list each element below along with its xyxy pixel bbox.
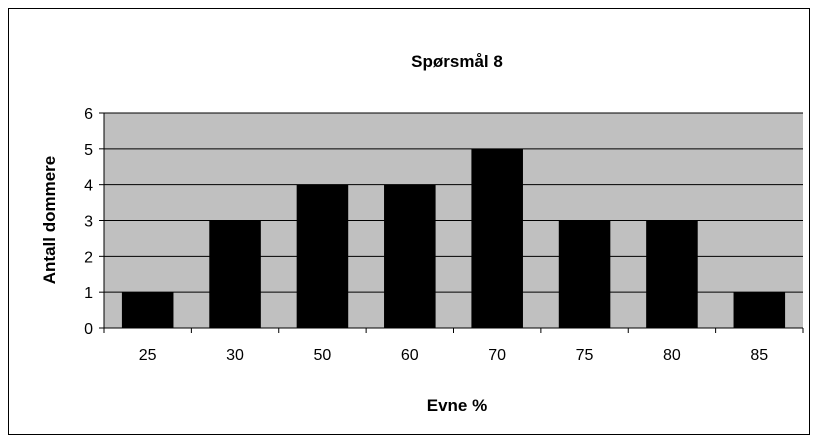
x-tick-label: 30 <box>226 347 244 364</box>
x-tick-label: 75 <box>576 347 594 364</box>
y-tick-label: 2 <box>84 249 93 266</box>
y-tick-label: 0 <box>84 321 93 338</box>
x-tick-label: 80 <box>663 347 681 364</box>
y-tick-label: 5 <box>84 142 93 159</box>
chart-title: Spørsmål 8 <box>411 52 503 71</box>
bar-25 <box>121 292 174 328</box>
y-tick-labels: 0 1 2 3 4 5 6 <box>84 106 93 338</box>
y-tick-label: 4 <box>84 178 93 195</box>
bar-75 <box>558 220 611 328</box>
y-tick-label: 6 <box>84 106 93 123</box>
bars <box>121 148 786 328</box>
x-tick-label: 50 <box>314 347 332 364</box>
x-tick-label: 70 <box>488 347 506 364</box>
x-tick-label: 85 <box>750 347 768 364</box>
bar-30 <box>209 220 261 328</box>
x-axis-title: Evne % <box>427 396 487 415</box>
x-tick-labels: 25 30 50 60 70 75 80 85 <box>139 347 769 364</box>
y-tick-label: 3 <box>84 214 93 231</box>
x-tick-label: 25 <box>139 347 157 364</box>
bar-85 <box>733 292 786 328</box>
y-axis-title: Antall dommere <box>40 156 59 284</box>
bar-50 <box>296 184 349 328</box>
bar-80 <box>646 220 698 328</box>
axes <box>99 112 804 333</box>
bar-60 <box>384 184 436 328</box>
bar-70 <box>471 148 523 328</box>
x-tick-label: 60 <box>401 347 419 364</box>
y-tick-label: 1 <box>84 285 93 302</box>
